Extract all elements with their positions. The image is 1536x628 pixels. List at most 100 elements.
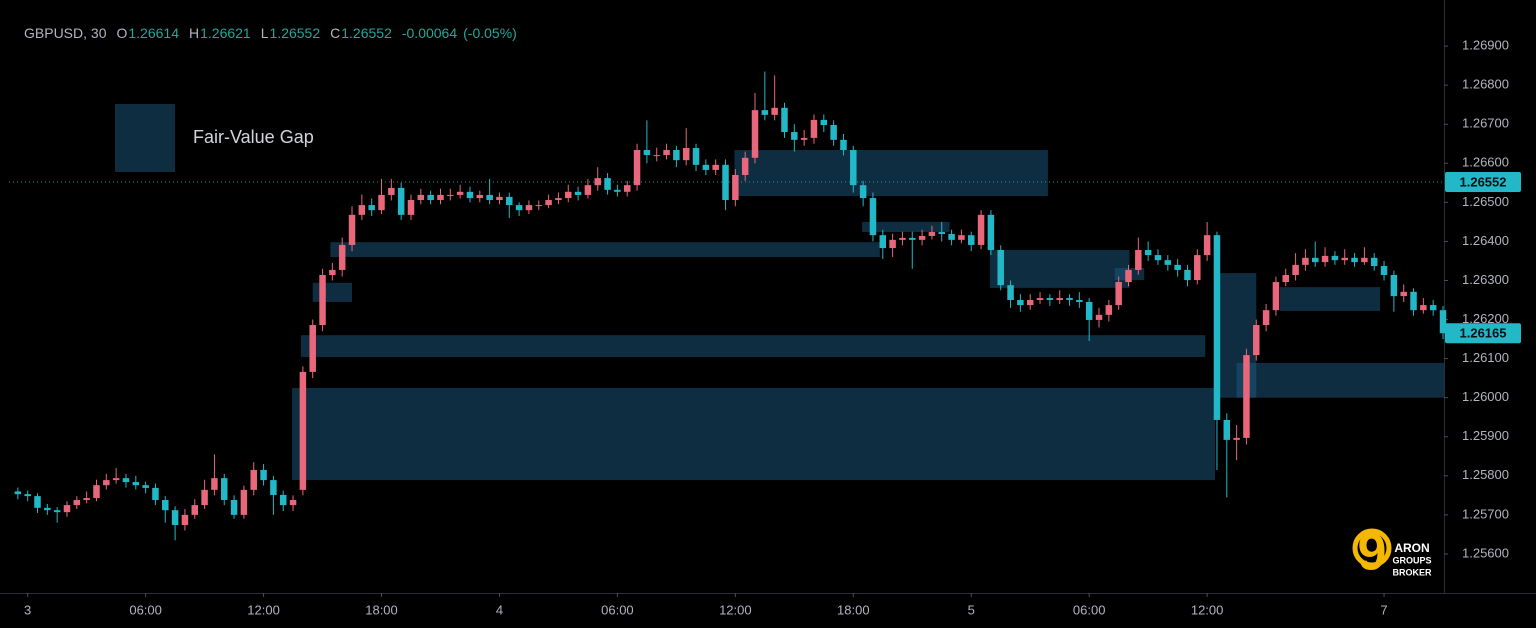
candle-body	[319, 275, 326, 326]
candle-body	[1017, 300, 1024, 306]
candle-body	[1311, 257, 1319, 263]
fair-value-gap	[292, 387, 1215, 481]
ohlc-value: 1.26614	[128, 25, 179, 41]
logo-text: ARON	[1394, 541, 1429, 555]
fair-value-gap	[734, 150, 1048, 197]
candle-body	[44, 507, 51, 511]
candle-body	[899, 237, 906, 240]
candle-body	[407, 200, 415, 215]
candle-body	[221, 478, 228, 501]
candle-body	[1115, 282, 1122, 306]
candle-body	[820, 119, 828, 126]
ohlc-label: H	[189, 25, 199, 41]
x-tick-label: 3	[24, 602, 31, 617]
fair-value-gap	[312, 282, 353, 302]
candle-body	[122, 478, 130, 483]
candle-body	[142, 485, 149, 488]
candle-body	[1154, 255, 1162, 261]
legend-label: Fair-Value Gap	[193, 127, 314, 147]
y-tick-label: 1.26900	[1462, 38, 1509, 53]
candle-body	[1410, 291, 1417, 311]
candle-body	[909, 237, 916, 240]
candle-body	[800, 137, 808, 140]
candle-body	[1390, 275, 1398, 297]
candle-body	[299, 371, 307, 490]
x-tick-label: 5	[968, 602, 975, 617]
candle-body	[496, 196, 503, 201]
candle-body	[879, 235, 887, 249]
candle-body	[63, 505, 71, 513]
candle-body	[1321, 255, 1329, 263]
candle-body	[555, 198, 562, 201]
candle-body	[132, 482, 140, 486]
candle-body	[1135, 250, 1142, 270]
candle-body	[103, 480, 110, 486]
candle-body	[1429, 305, 1437, 311]
ohlc-value: 1.26552	[270, 25, 321, 41]
candle-body	[525, 205, 533, 211]
candle-body	[83, 498, 90, 501]
symbol: GBPUSD, 30	[24, 25, 107, 41]
candle-body	[1361, 257, 1368, 263]
candle-body	[201, 489, 208, 506]
candle-body	[1184, 269, 1191, 281]
candle-body	[1174, 264, 1181, 270]
candle-body	[967, 235, 975, 245]
x-tick-label: 12:00	[247, 602, 280, 617]
ohlc-label: L	[261, 25, 269, 41]
fair-value-gap	[989, 250, 1130, 288]
x-tick-label: 18:00	[837, 602, 870, 617]
candle-body	[761, 110, 769, 115]
candle-body	[447, 194, 454, 196]
candle-body	[1125, 269, 1132, 283]
candle-body	[515, 205, 523, 211]
candle-body	[545, 200, 552, 206]
x-tick-label: 06:00	[601, 602, 634, 617]
candle-body	[1272, 282, 1280, 311]
candle-body	[358, 205, 366, 215]
x-tick-label: 12:00	[1191, 602, 1224, 617]
candle-body	[466, 191, 474, 199]
candle-body	[14, 491, 22, 495]
candle-body	[171, 510, 179, 526]
candle-body	[368, 205, 375, 211]
candle-body	[1036, 298, 1044, 301]
candle-body	[948, 233, 955, 240]
candle-body	[771, 107, 778, 115]
candle-body	[378, 194, 385, 211]
candle-body	[565, 191, 572, 199]
candle-body	[1420, 305, 1427, 311]
candle-body	[859, 185, 867, 199]
candle-body	[1302, 257, 1309, 265]
candle-body	[732, 175, 739, 201]
candle-body	[181, 514, 189, 526]
y-tick-label: 1.26500	[1462, 194, 1509, 209]
price-tag	[1445, 172, 1521, 193]
candle-body	[1056, 298, 1063, 301]
candle-body	[1213, 235, 1221, 420]
candle-body	[53, 510, 61, 513]
candle-body	[751, 110, 759, 158]
candle-body	[270, 480, 277, 495]
candle-body	[506, 196, 513, 206]
candle-body	[338, 244, 346, 270]
y-tick-label: 1.26400	[1462, 233, 1509, 248]
candle-body	[1331, 255, 1339, 261]
candle-body	[633, 150, 641, 186]
candle-body	[1262, 310, 1270, 326]
candle-body	[417, 194, 425, 201]
candle-body	[240, 489, 248, 515]
logo-digit: 9	[1358, 524, 1387, 582]
y-tick-label: 1.26200	[1462, 311, 1509, 326]
candle-body	[1066, 298, 1073, 301]
candle-body	[850, 150, 857, 186]
fair-value-gap	[1279, 287, 1381, 311]
candle-body	[535, 205, 543, 207]
ohlc-value: 1.26552	[341, 25, 392, 41]
change-pct: (-0.05%)	[463, 25, 517, 41]
candle-body	[211, 478, 218, 490]
y-tick-label: 1.26800	[1462, 77, 1509, 92]
x-tick-label: 06:00	[129, 602, 162, 617]
logo-text: BROKER	[1392, 567, 1432, 577]
y-tick-label: 1.26700	[1462, 116, 1509, 131]
